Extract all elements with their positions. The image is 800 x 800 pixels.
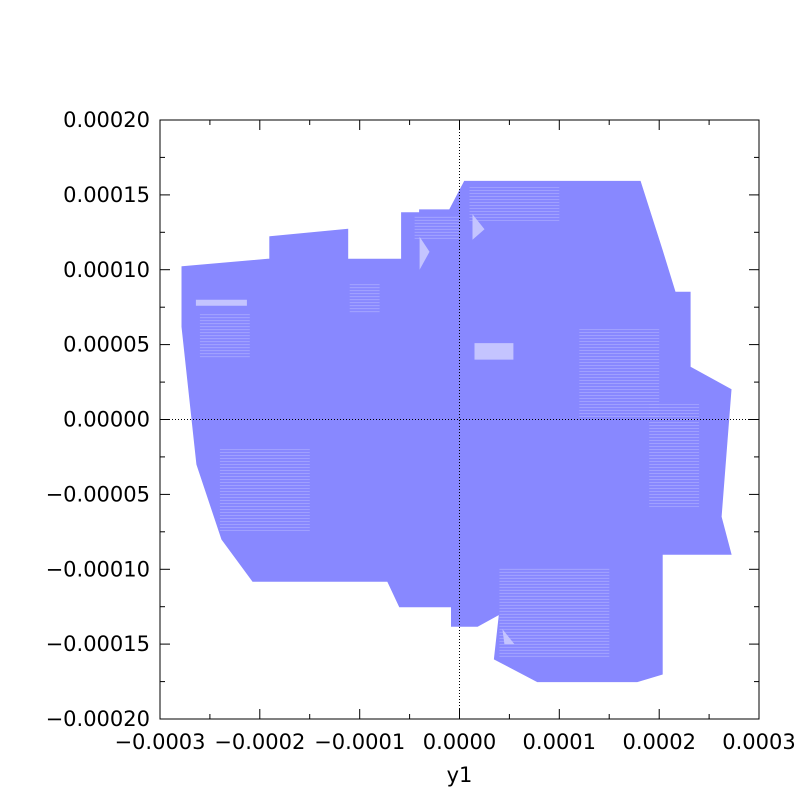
zero-lines <box>160 120 759 719</box>
x-tick-label: −0.0002 <box>214 730 305 754</box>
highlight-2 <box>472 214 485 240</box>
highlight-0 <box>474 343 514 360</box>
y-tick-label: −0.00010 <box>46 557 150 581</box>
x-axis-title: y1 <box>447 763 473 787</box>
y-tick-label: −0.00020 <box>46 707 150 731</box>
x-tick-label: 0.0003 <box>722 730 795 754</box>
region-1 <box>269 228 349 271</box>
x-tick-label: 0.0000 <box>423 730 496 754</box>
highlight-4 <box>502 629 515 645</box>
highlight-3 <box>419 236 430 270</box>
y-tick-label: 0.00020 <box>63 108 150 132</box>
axis-ticks <box>159 119 760 720</box>
highlight-regions <box>195 214 515 645</box>
y-tick-label: −0.00005 <box>46 482 150 506</box>
y-tick-label: 0.00010 <box>63 258 150 282</box>
y-tick-labels: 0.00020 0.00015 0.00010 0.00005 0.00000 −0.00… <box>46 108 150 731</box>
x-tick-label: 0.0002 <box>622 730 695 754</box>
data-regions <box>181 180 732 683</box>
y-tick-label: 0.00015 <box>63 183 150 207</box>
x-tick-label: 0.0001 <box>523 730 596 754</box>
region-0 <box>181 180 732 683</box>
x-tick-label: −0.0003 <box>114 730 205 754</box>
contour-hatching <box>199 186 700 657</box>
y-tick-label: 0.00005 <box>63 333 150 357</box>
highlight-1 <box>195 299 247 306</box>
y-tick-label: 0.00000 <box>63 408 150 432</box>
x-tick-label: −0.0001 <box>314 730 405 754</box>
x-tick-labels: −0.0003 −0.0002 −0.0001 0.0000 0.0001 0.0002 0… <box>114 730 795 754</box>
y-tick-label: −0.00015 <box>46 632 150 656</box>
